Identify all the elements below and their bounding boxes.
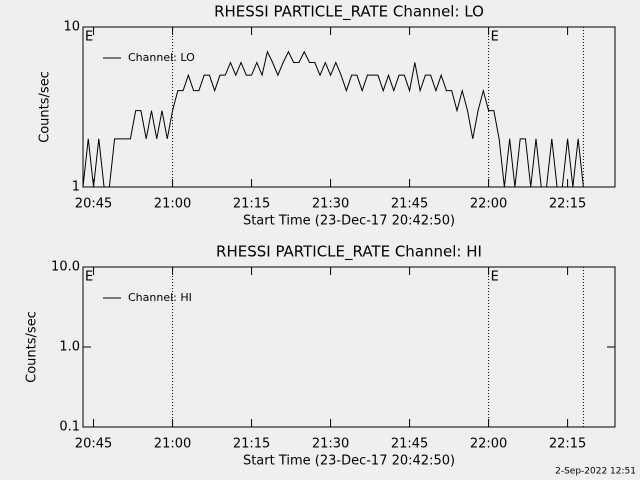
x-tick-label: 21:45 — [391, 437, 428, 452]
x-tick-label: 21:00 — [154, 437, 191, 452]
chart-title: RHESSI PARTICLE_RATE Channel: LO — [214, 3, 484, 22]
legend-label: Channel: LO — [128, 51, 195, 64]
x-tick-label: 22:00 — [470, 437, 507, 452]
plot-frame — [82, 26, 616, 188]
y-tick-label: 0.1 — [59, 420, 80, 435]
y-axis-label: Counts/sec — [25, 311, 40, 383]
annotation: E — [85, 270, 93, 285]
y-tick-label: 1.0 — [59, 340, 80, 355]
x-axis-label: Start Time (23-Dec-17 20:42:50) — [243, 214, 455, 229]
y-tick-label: 1 — [72, 180, 80, 195]
footer: 2-Sep-2022 12:51 — [555, 467, 636, 477]
annotation: E — [491, 270, 499, 285]
x-tick-label: 21:15 — [233, 197, 270, 212]
chart-title: RHESSI PARTICLE_RATE Channel: HI — [216, 243, 482, 262]
x-tick-label: 22:15 — [549, 437, 586, 452]
x-tick-label: 20:45 — [75, 437, 112, 452]
data-line — [82, 50, 584, 188]
x-tick-label: 20:45 — [75, 197, 112, 212]
x-tick-label: 21:30 — [312, 197, 349, 212]
y-tick-label: 10.0 — [51, 260, 80, 275]
annotation: E — [85, 30, 93, 45]
x-tick-label: 21:15 — [233, 437, 270, 452]
x-tick-label: 21:45 — [391, 197, 428, 212]
annotation: E — [491, 30, 499, 45]
x-tick-label: 21:30 — [312, 437, 349, 452]
x-tick-label: 21:00 — [154, 197, 191, 212]
x-axis-label: Start Time (23-Dec-17 20:42:50) — [243, 454, 455, 469]
x-tick-label: 22:00 — [470, 197, 507, 212]
y-tick-label: 10 — [63, 20, 80, 35]
x-tick-label: 22:15 — [549, 197, 586, 212]
legend-label: Channel: HI — [128, 291, 192, 304]
y-axis-label: Counts/sec — [38, 71, 53, 143]
